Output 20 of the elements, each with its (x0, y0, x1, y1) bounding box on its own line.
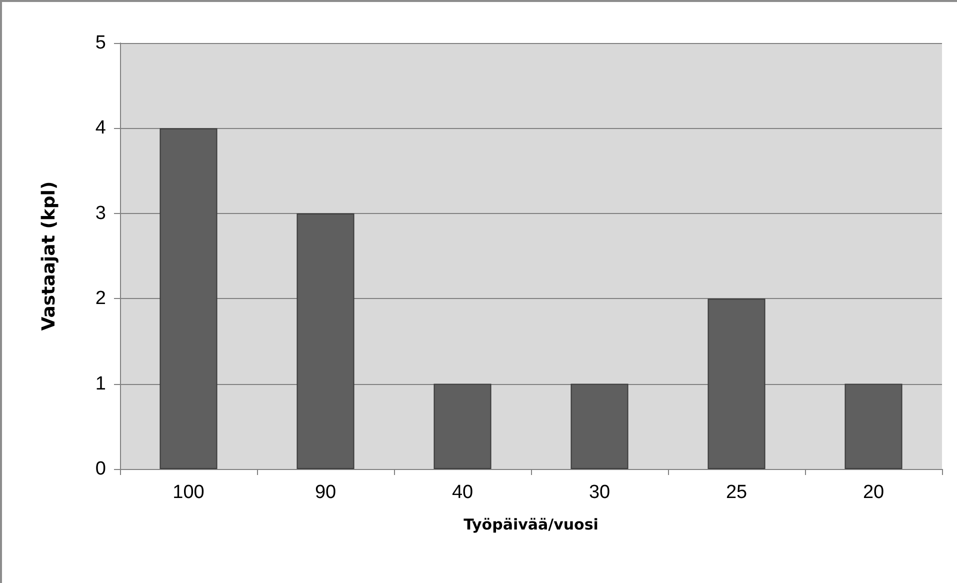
y-tick-label: 5 (95, 32, 106, 54)
x-tick-label: 25 (726, 482, 748, 503)
x-tick-label: 100 (172, 482, 204, 503)
x-tick-label: 20 (862, 482, 884, 503)
y-tick-label: 4 (95, 118, 106, 139)
bar (160, 128, 218, 469)
y-tick-label: 0 (95, 458, 106, 480)
y-tick-label: 1 (95, 373, 106, 394)
y-tick-label: 3 (95, 202, 106, 224)
bar (296, 213, 354, 469)
x-tick-label: 90 (314, 482, 336, 503)
bar (570, 384, 628, 469)
bar (434, 384, 492, 469)
x-tick-label: 30 (588, 482, 610, 503)
y-tick-label: 2 (95, 288, 106, 310)
y-axis-title: Vastaajat (kpl) (38, 181, 60, 331)
x-axis-title: Työpäivää/vuosi (464, 516, 598, 534)
bar (708, 298, 766, 469)
bar (844, 384, 902, 469)
x-tick-label: 40 (452, 482, 474, 503)
